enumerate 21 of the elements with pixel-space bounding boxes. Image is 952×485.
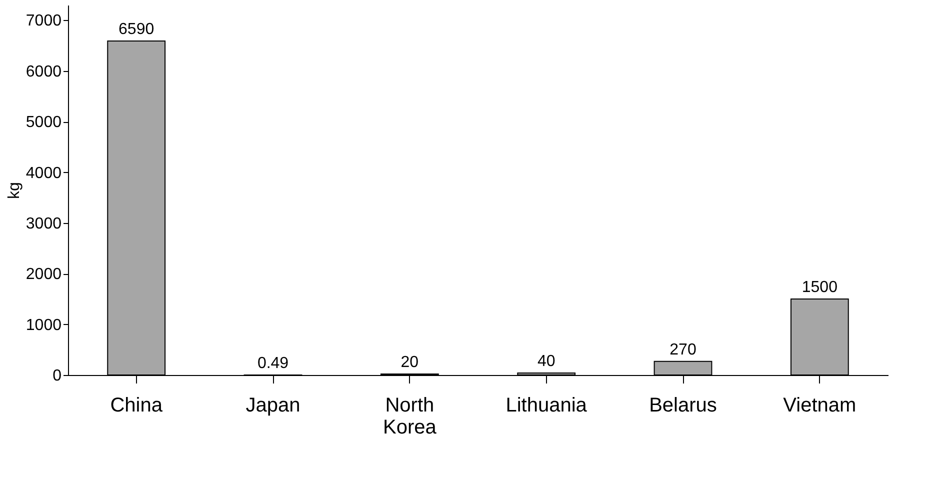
x-tick-label: North Korea	[382, 394, 438, 438]
data-label: 6590	[118, 20, 154, 38]
y-tick-label: 7000	[26, 12, 62, 30]
y-tick-label: 6000	[26, 63, 62, 80]
y-tick-label: 3000	[26, 215, 62, 232]
y-tick-label: 1000	[26, 316, 62, 334]
y-tick-label: 5000	[26, 114, 62, 132]
data-label: 20	[400, 354, 419, 371]
data-label: 0.49	[257, 354, 289, 372]
y-tick-label: 4000	[26, 164, 62, 182]
x-tick-label: Vietnam	[783, 394, 856, 416]
y-tick-label: 0	[52, 368, 62, 384]
data-label: 1500	[802, 278, 838, 296]
data-label: 40	[537, 352, 556, 370]
x-tick-label: Lithuania	[506, 394, 588, 416]
x-tick-label: Japan	[246, 394, 300, 416]
x-tick-label: China	[110, 394, 164, 416]
data-label: 270	[670, 341, 696, 358]
x-tick-label: Belarus	[649, 394, 717, 416]
y-tick-label: 2000	[26, 266, 62, 284]
y-axis-title: kg	[6, 182, 23, 199]
